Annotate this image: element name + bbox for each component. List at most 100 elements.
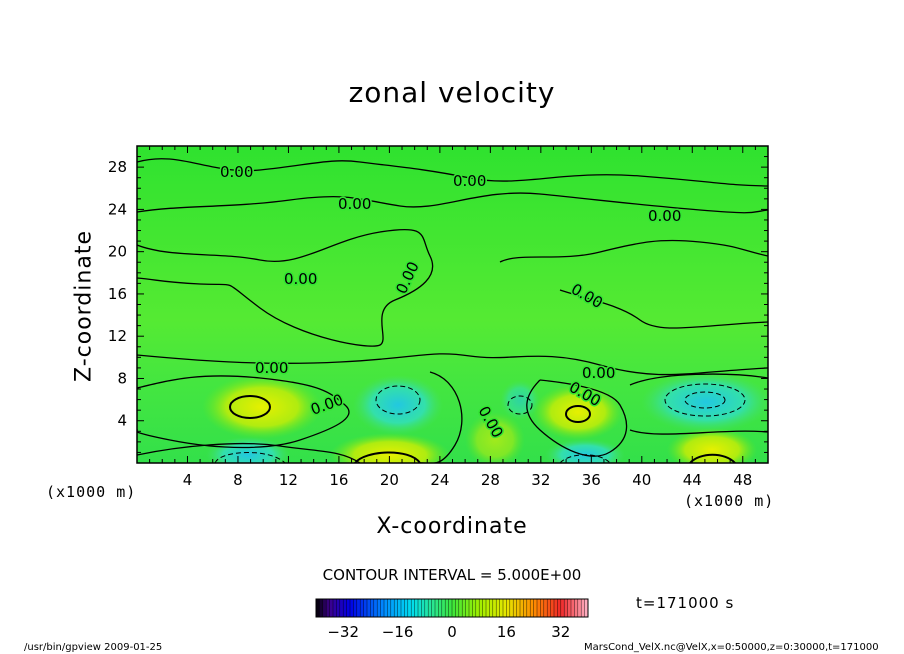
x-tick-label: 36 (582, 471, 601, 489)
x-tick-label: 12 (279, 471, 298, 489)
colorbar-cell (469, 599, 473, 617)
colorbar-cell (394, 599, 399, 617)
x-tick-label: 4 (183, 471, 193, 489)
colorbar-cell (336, 599, 341, 617)
colorbar-cell (350, 599, 354, 617)
x-unit-right: (x1000 m) (684, 492, 775, 510)
y-tick-label: 20 (108, 243, 127, 261)
colorbar-cell (367, 599, 371, 617)
x-tick-label: 48 (733, 471, 752, 489)
colorbar-cell (547, 599, 552, 617)
x-unit-left: (x1000 m) (46, 483, 137, 501)
colorbar-cell (319, 599, 324, 617)
colorbar-cell (390, 599, 395, 617)
negative-contours (214, 383, 746, 463)
colorbar-cell (322, 599, 327, 617)
contour-label: 0.00 (453, 172, 486, 190)
positive-blob (465, 412, 525, 463)
colorbar-cell (380, 599, 385, 617)
colorbar-tick-label: −32 (327, 623, 359, 641)
contour-label: 0.00 (255, 359, 288, 377)
positive-contours (229, 395, 736, 463)
contour-label: 0.00 (284, 270, 317, 288)
colorbar-cell (428, 599, 433, 617)
colorbar-cell (564, 599, 569, 617)
positive-blob (330, 433, 450, 463)
x-axis: 4 8 12 16 20 24 28 32 36 40 44 48 (149, 146, 756, 489)
colorbar-cell (326, 599, 331, 617)
colorbar-cell (387, 599, 392, 617)
colorbar-cell (421, 599, 426, 617)
colorbar-cell (404, 599, 409, 617)
colorbar-cell (363, 599, 368, 617)
colorbar-cell (503, 599, 507, 617)
colorbar-cell (496, 599, 501, 617)
colorbar-cell (554, 599, 558, 617)
colorbar-tick-label: 32 (551, 623, 570, 641)
colorbar-cell (445, 599, 450, 617)
colorbar-cell (557, 599, 562, 617)
colorbar-cell (448, 599, 453, 617)
negative-blob (206, 437, 290, 463)
colorbar-ticks: −32 −16 0 16 32 (327, 623, 570, 641)
colorbar-tick-label: 16 (497, 623, 516, 641)
colorbar-cell (370, 599, 375, 617)
colorbar-cell (373, 599, 378, 617)
colorbar-cell (424, 599, 429, 617)
colorbar (315, 598, 589, 618)
colorbar-cell (343, 599, 348, 617)
time-label: t=171000 s (636, 594, 735, 612)
colorbar-cell (339, 599, 344, 617)
colorbar-cell (333, 599, 337, 617)
colorbar-cell (455, 599, 460, 617)
colorbar-cell (418, 599, 422, 617)
positive-blob (533, 384, 623, 440)
y-axis-label: Z-coordinate (71, 230, 97, 382)
colorbar-cell (499, 599, 504, 617)
colorbar-cell (482, 599, 487, 617)
x-axis-label: X-coordinate (376, 514, 528, 539)
negative-blob (641, 372, 768, 432)
x-tick-label: 16 (329, 471, 348, 489)
contour-label: 0.00 (648, 207, 681, 225)
colorbar-cell (550, 599, 555, 617)
colorbar-cell (353, 599, 358, 617)
colorbar-cell (397, 599, 402, 617)
positive-blob (667, 428, 757, 463)
colorbar-cell (540, 599, 545, 617)
footer-left: /usr/bin/gpview 2009-01-25 (24, 642, 163, 653)
y-axis: 4 8 12 16 20 24 28 (108, 156, 768, 453)
negative-blob (353, 375, 443, 435)
colorbar-cell (533, 599, 538, 617)
chart-title: zonal velocity (348, 76, 556, 109)
colorbar-cell (360, 599, 365, 617)
colorbar-cell (438, 599, 443, 617)
colorbar-cell (441, 599, 446, 617)
y-tick-label: 4 (117, 412, 127, 430)
colorbar-cell (462, 599, 467, 617)
x-tick-label: 28 (481, 471, 500, 489)
x-tick-label: 20 (380, 471, 399, 489)
zero-contours (137, 158, 768, 463)
colorbar-cell (567, 599, 572, 617)
x-tick-label: 40 (632, 471, 651, 489)
colorbar-cell (316, 599, 320, 617)
colorbar-cell (465, 599, 470, 617)
colorbar-cell (472, 599, 477, 617)
colorbar-cell (411, 599, 416, 617)
colorbar-cell (414, 599, 419, 617)
colorbar-cell (571, 599, 575, 617)
contour-label: 0.00 (338, 195, 371, 213)
colorbar-cell (584, 599, 589, 617)
colorbar-cell (537, 599, 541, 617)
y-tick-label: 28 (108, 158, 127, 176)
colorbar-cell (520, 599, 524, 617)
y-tick-label: 24 (108, 200, 127, 218)
colorbar-cell (577, 599, 582, 617)
colorbar-cell (377, 599, 382, 617)
colorbar-cell (384, 599, 388, 617)
y-tick-label: 8 (117, 369, 127, 387)
x-tick-label: 32 (531, 471, 550, 489)
colorbar-tick-label: −16 (382, 623, 414, 641)
colorbar-cell (458, 599, 463, 617)
